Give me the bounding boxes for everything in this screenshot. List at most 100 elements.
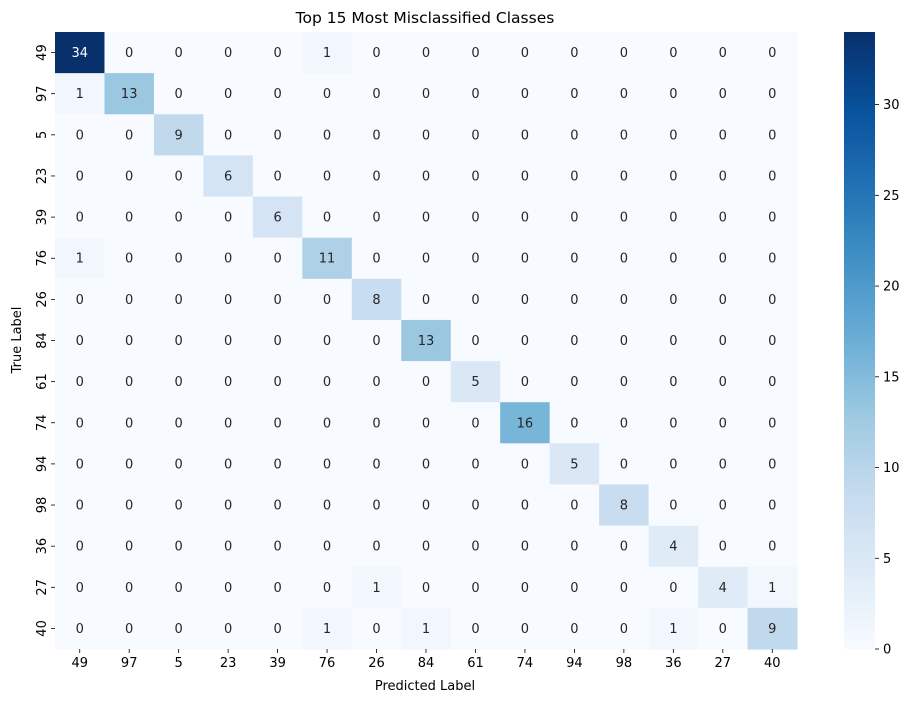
heatmap-cell: [302, 443, 353, 486]
y-tick-label: 49: [35, 44, 50, 61]
colorbar-tick-label: 5: [883, 552, 891, 567]
cell-annotation: 0: [768, 87, 776, 102]
heatmap-cell: [549, 196, 600, 239]
heatmap-cell: [500, 443, 551, 486]
cell-annotation: 0: [125, 46, 133, 61]
cell-annotation: 0: [471, 622, 479, 637]
cell-annotation: 0: [570, 334, 578, 349]
heatmap-cell: [450, 237, 501, 280]
cell-annotation: 0: [570, 46, 578, 61]
colorbar-tick-label: 25: [883, 189, 900, 204]
cell-annotation: 0: [620, 457, 628, 472]
heatmap-cell: [351, 278, 402, 321]
heatmap-cell: [153, 566, 204, 609]
heatmap-cell: [104, 237, 155, 280]
heatmap-cell: [104, 278, 155, 321]
heatmap-cell: [351, 73, 402, 115]
cell-annotation: 0: [719, 87, 727, 102]
cell-annotation: 0: [669, 293, 677, 308]
heatmap-cell: [401, 525, 452, 568]
heatmap-cell: [450, 196, 501, 239]
heatmap-cell: [203, 484, 254, 527]
cell-annotation: 0: [768, 46, 776, 61]
cell-annotation: 0: [175, 169, 183, 184]
cell-annotation: 0: [372, 211, 380, 226]
heatmap-cell: [648, 114, 699, 156]
cell-annotation: 0: [719, 540, 727, 555]
cell-annotation: 0: [372, 252, 380, 267]
cell-annotation: 0: [422, 252, 430, 267]
cell-annotation: 0: [521, 334, 529, 349]
heatmap-cell: [203, 525, 254, 568]
heatmap-cell: [55, 566, 106, 609]
heatmap-cell: [401, 73, 452, 115]
cell-annotation: 13: [121, 87, 138, 102]
heatmap-cell: [252, 114, 303, 156]
cell-annotation: 0: [521, 375, 529, 390]
heatmap-cell: [302, 607, 353, 650]
heatmap-cell: [153, 155, 204, 198]
colorbar: 0 5 10 15 20 25 30: [844, 32, 900, 658]
cell-annotation: 0: [570, 622, 578, 637]
heatmap-cell: [203, 73, 254, 115]
cell-annotation: 0: [719, 457, 727, 472]
cell-annotation: 0: [768, 540, 776, 555]
cell-annotation: 0: [521, 499, 529, 514]
heatmap-cell: [55, 361, 106, 403]
cell-annotation: 0: [471, 46, 479, 61]
heatmap-cell: [104, 361, 155, 403]
y-axis: 49 97 5 23 39 76 26 84 61 74 94 98 36 27 40: [35, 44, 55, 637]
heatmap-cell: [450, 402, 501, 444]
heatmap-cell: [401, 237, 452, 280]
heatmap-cell: [104, 402, 155, 444]
heatmap-cell: [500, 566, 551, 609]
heatmap-cell: [203, 402, 254, 444]
heatmap-cell: [747, 114, 798, 156]
cell-annotation: 1: [372, 581, 380, 596]
heatmap-cell: [648, 566, 699, 609]
heatmap-cell: [401, 196, 452, 239]
colorbar-tick-label: 30: [883, 98, 900, 113]
cell-annotation: 0: [224, 334, 232, 349]
cell-annotation: 0: [422, 499, 430, 514]
cell-annotation: 0: [422, 375, 430, 390]
cell-annotation: 0: [471, 416, 479, 431]
cell-annotation: 0: [323, 334, 331, 349]
cell-annotation: 0: [620, 46, 628, 61]
heatmap-cell: [450, 114, 501, 156]
x-axis: 49 97 5 23 39 76 26 84 61 74 94 98 36 27 40: [71, 649, 781, 671]
heatmap-cell: [500, 484, 551, 527]
y-tick-label: 23: [35, 168, 50, 185]
cell-annotation: 0: [175, 622, 183, 637]
cell-annotation: 0: [471, 87, 479, 102]
x-tick-label: 49: [71, 656, 88, 671]
heatmap-cell: [153, 32, 204, 74]
cell-annotation: 5: [570, 457, 578, 472]
x-tick-label: 40: [764, 656, 781, 671]
heatmap-cell: [55, 278, 106, 321]
cell-annotation: 0: [273, 622, 281, 637]
x-tick-label: 94: [566, 656, 583, 671]
heatmap-cell: [252, 278, 303, 321]
heatmap-cell: [747, 196, 798, 239]
heatmap-cell: [500, 196, 551, 239]
heatmap-cell: [500, 525, 551, 568]
heatmap-cell: [203, 237, 254, 280]
cell-annotation: 0: [323, 128, 331, 143]
heatmap-cell: [351, 319, 402, 362]
heatmap-cell: [203, 114, 254, 156]
heatmap-cell: [698, 525, 749, 568]
cell-annotation: 0: [768, 416, 776, 431]
cell-annotation: 0: [125, 581, 133, 596]
cell-annotation: 0: [669, 457, 677, 472]
cell-annotation: 0: [125, 128, 133, 143]
cell-annotation: 0: [323, 87, 331, 102]
cell-annotation: 6: [224, 169, 232, 184]
heatmap-cell: [302, 196, 353, 239]
heatmap-cell: [252, 319, 303, 362]
cell-annotation: 0: [620, 375, 628, 390]
heatmap-cell: [55, 32, 106, 74]
cell-annotation: 0: [76, 128, 84, 143]
cell-annotation: 0: [224, 540, 232, 555]
